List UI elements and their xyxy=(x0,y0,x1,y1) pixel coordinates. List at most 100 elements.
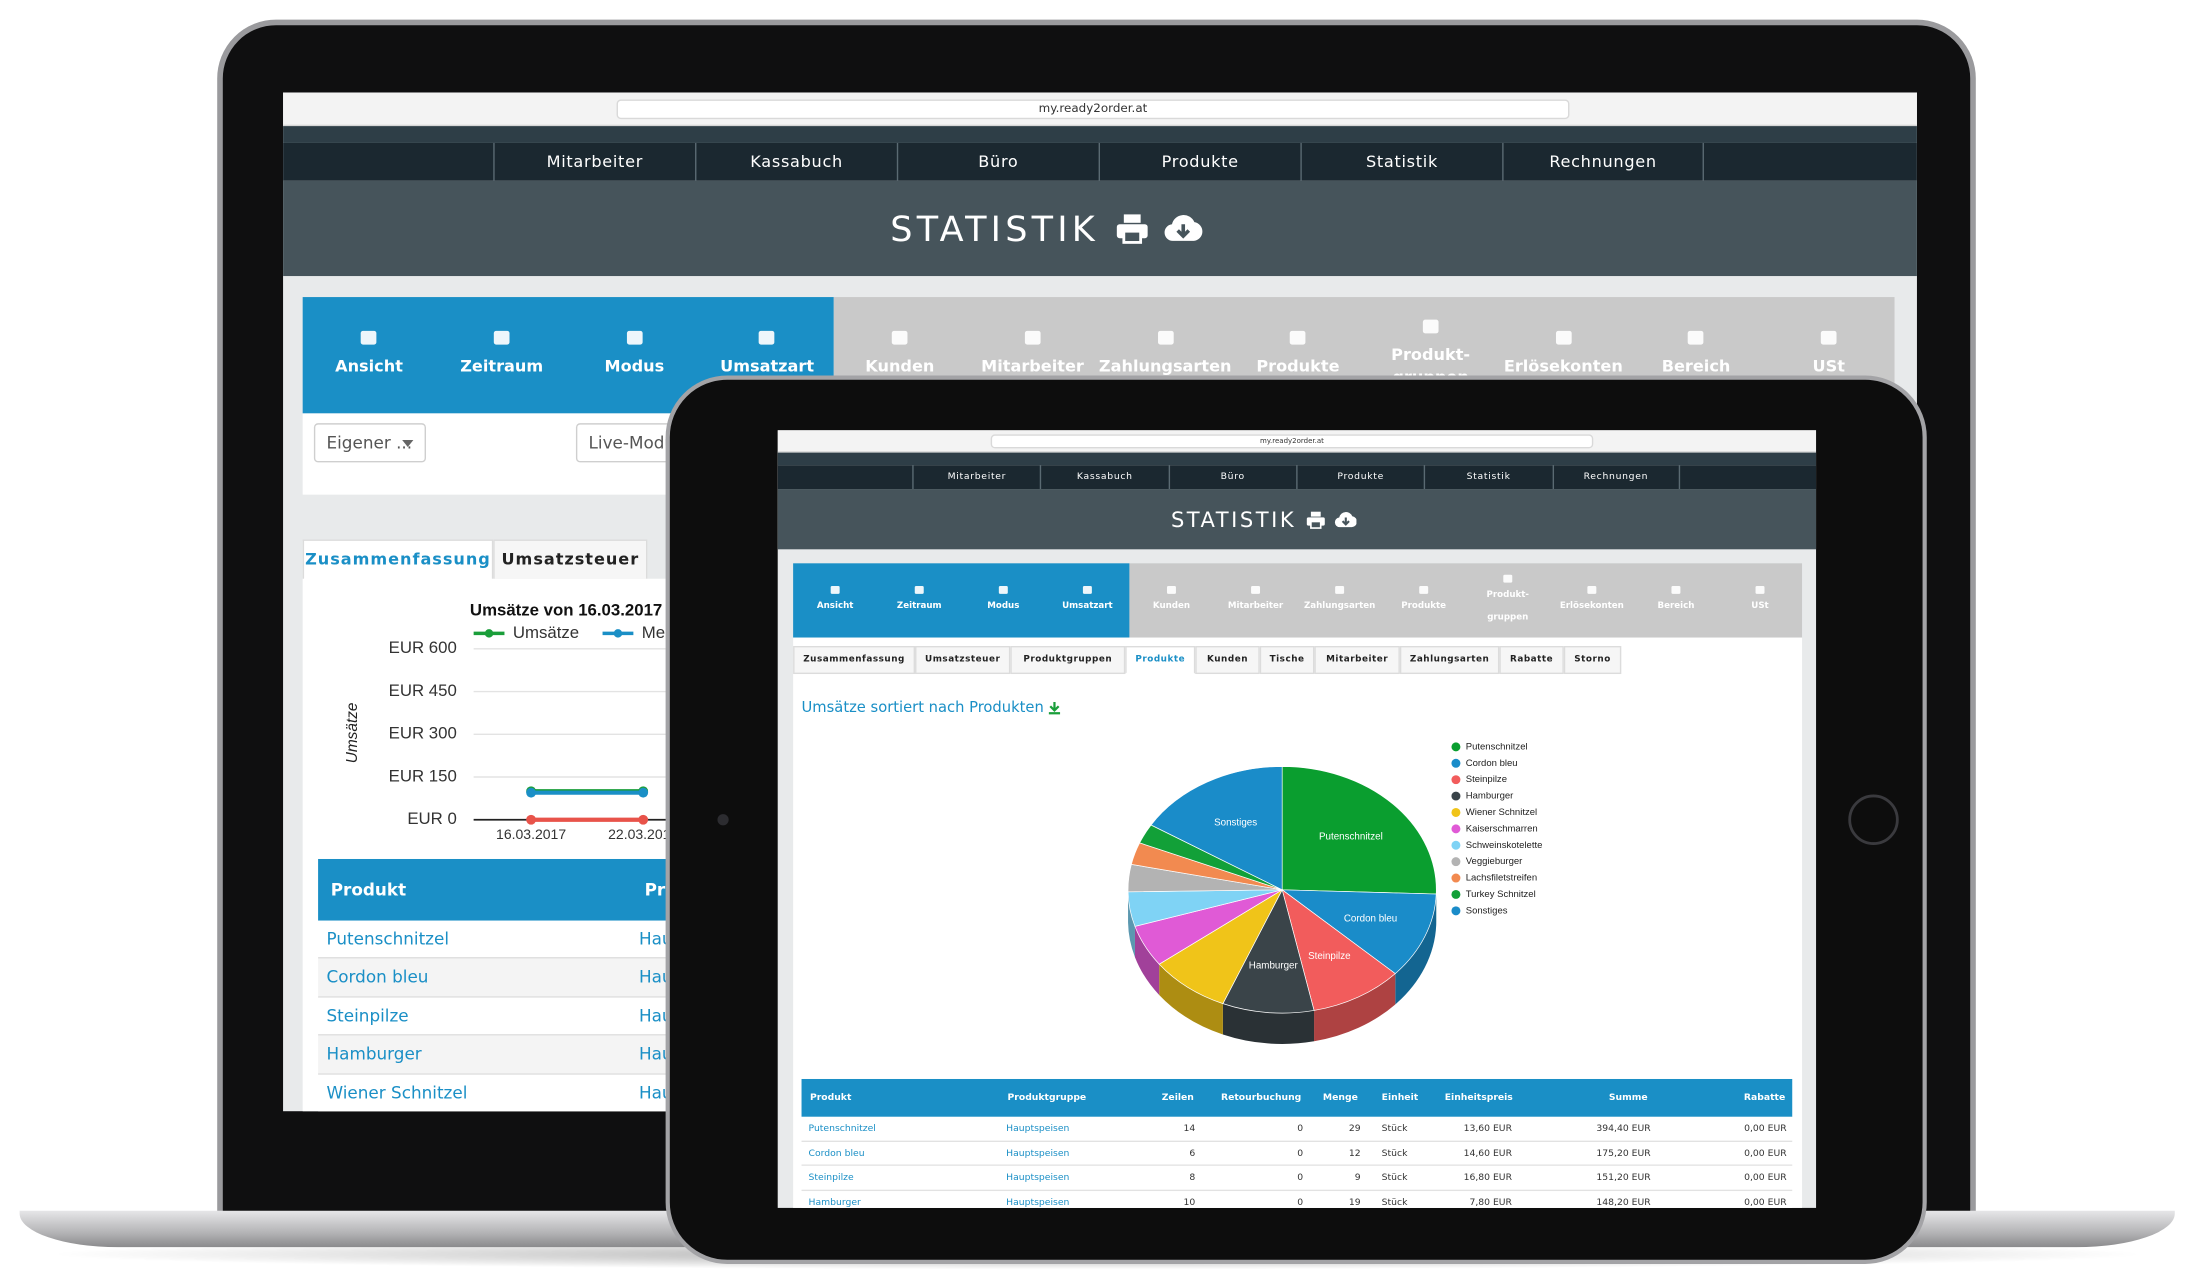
tab[interactable]: Produkte xyxy=(1125,645,1196,675)
table-cell-link[interactable]: Steinpilze xyxy=(326,1005,409,1026)
download-icon xyxy=(1334,511,1357,527)
tab[interactable]: Rabatte xyxy=(1499,645,1564,675)
toolbar-item[interactable]: Kunden xyxy=(865,355,935,376)
toolbar-item[interactable]: Mitarbeiter xyxy=(981,355,1084,376)
table-cell-link[interactable]: Hamburger xyxy=(808,1195,861,1208)
nav-item[interactable]: Mitarbeiter xyxy=(912,465,1040,490)
tablet-camera xyxy=(717,814,729,826)
toolbar-item[interactable]: Zeitraum xyxy=(460,355,544,376)
nav-item[interactable]: Rechnungen xyxy=(1502,142,1704,181)
table-cell: 9 xyxy=(1354,1171,1361,1183)
table-cell: 0 xyxy=(1297,1171,1304,1183)
toolbar-icon-glyph xyxy=(1503,574,1513,583)
x-tick-label: 22.03.2017 xyxy=(608,826,678,842)
toolbar-item[interactable]: Zeitraum xyxy=(896,601,942,611)
table-header-cell: Produktgruppe xyxy=(1007,1091,1087,1103)
tab[interactable]: Mitarbeiter xyxy=(1314,645,1400,675)
page-header xyxy=(283,180,1917,277)
toolbar-item[interactable]: Mitarbeiter xyxy=(1227,601,1284,611)
table-header-cell: Einheit xyxy=(1381,1091,1419,1103)
legend-swatch xyxy=(1451,791,1461,801)
toolbar-item[interactable]: Bereich xyxy=(1661,355,1731,376)
toolbar-icon xyxy=(1820,330,1837,345)
nav-item[interactable]: Büro xyxy=(1168,465,1296,490)
toolbar-icon-glyph xyxy=(1024,330,1041,345)
nav-item[interactable]: Produkte xyxy=(1296,465,1424,490)
table-cell-link[interactable]: Steinpilze xyxy=(808,1171,854,1183)
table-cell-link[interactable]: Putenschnitzel xyxy=(326,929,450,949)
pie-side xyxy=(1134,926,1160,995)
toolbar-item[interactable]: Erlösekonten xyxy=(1503,355,1623,376)
legend-label: Steinpilze xyxy=(1466,774,1507,785)
toolbar-item[interactable]: Zahlungsarten xyxy=(1303,601,1376,611)
toolbar-item[interactable]: Kunden xyxy=(1152,601,1191,611)
nav-item[interactable]: Kassabuch xyxy=(1040,465,1168,490)
table-cell-link[interactable]: Hauptspeisen xyxy=(1006,1171,1070,1183)
table-cell: Stück xyxy=(1381,1122,1408,1134)
table-cell-link[interactable]: Hamburger xyxy=(326,1044,422,1064)
nav-item[interactable]: Mitarbeiter xyxy=(493,142,695,181)
toolbar-item[interactable]: Produkte xyxy=(1256,355,1340,376)
toolbar-item[interactable]: USt xyxy=(1751,601,1769,611)
page-title-row: STATISTIK xyxy=(626,181,1467,276)
nav-item[interactable]: Produkte xyxy=(1098,142,1301,181)
legend-label: Wiener Schnitzel xyxy=(1466,807,1537,818)
nav-item[interactable]: Kassabuch xyxy=(695,142,897,181)
nav-item[interactable]: Statistik xyxy=(1300,142,1502,181)
print-icon-paper xyxy=(1310,511,1321,516)
tab[interactable]: Zusammenfassung xyxy=(793,645,916,675)
toolbar-item[interactable]: Ansicht xyxy=(816,601,854,611)
series-point xyxy=(638,814,649,825)
nav-item[interactable]: Büro xyxy=(896,142,1099,181)
toolbar-item[interactable]: Zahlungsarten xyxy=(1098,355,1232,376)
toolbar-icon-glyph xyxy=(1157,330,1174,345)
toolbar-icon xyxy=(914,586,924,594)
section-title: Umsätze sortiert nach Produkten xyxy=(802,696,1061,718)
table-cell-link[interactable]: Wiener Schnitzel xyxy=(326,1082,468,1103)
toolbar-item[interactable]: Umsatzart xyxy=(720,355,815,376)
legend-marker xyxy=(613,629,623,638)
table-cell-link[interactable]: Hauptspeisen xyxy=(1006,1195,1070,1208)
y-tick-label: EUR 300 xyxy=(389,724,457,743)
table-cell-link[interactable]: Cordon bleu xyxy=(808,1146,865,1159)
toolbar-icon xyxy=(1024,330,1041,345)
tab[interactable]: Umsatzsteuer xyxy=(915,645,1011,675)
nav-item[interactable]: Rechnungen xyxy=(1551,465,1680,490)
toolbar-item[interactable]: Umsatzart xyxy=(1062,601,1113,611)
tab[interactable]: Produktgruppen xyxy=(1010,645,1126,675)
select-caret xyxy=(402,440,414,448)
toolbar-item[interactable]: USt xyxy=(1812,355,1845,376)
toolbar-item[interactable]: Ansicht xyxy=(335,355,403,376)
legend-label: Turkey Schnitzel xyxy=(1466,889,1536,900)
pie-slice xyxy=(1281,889,1437,975)
table-cell-link[interactable]: Cordon bleu xyxy=(326,967,429,988)
toolbar-item[interactable]: Modus xyxy=(604,355,665,376)
toolbar-icon xyxy=(759,330,775,345)
page-title: STATISTIK xyxy=(890,208,1099,249)
table-cell: 14,60 EUR xyxy=(1463,1146,1512,1159)
table-cell-link[interactable]: Hauptspeisen xyxy=(1006,1122,1070,1134)
tab[interactable]: Umsatzsteuer xyxy=(493,539,648,581)
pie-side xyxy=(1314,973,1396,1042)
filter-select[interactable]: Eigener ... xyxy=(313,423,426,463)
tab[interactable]: Storno xyxy=(1563,645,1622,675)
print-icon xyxy=(1306,511,1325,529)
table-header-cell: Zeilen xyxy=(1161,1091,1194,1103)
toolbar-item[interactable]: Bereich xyxy=(1657,601,1695,611)
nav-item[interactable]: Statistik xyxy=(1423,465,1552,490)
toolbar-icon xyxy=(1755,586,1765,594)
table-cell-link[interactable]: Hauptspeisen xyxy=(1006,1146,1070,1159)
table-cell-link[interactable]: Putenschnitzel xyxy=(808,1122,876,1134)
tab[interactable]: Kunden xyxy=(1195,645,1260,675)
table-cell: 8 xyxy=(1189,1171,1196,1183)
tab[interactable]: Tische xyxy=(1259,645,1315,675)
toolbar-icon xyxy=(1251,586,1261,594)
tab[interactable]: Zahlungsarten xyxy=(1399,645,1500,675)
toolbar-item[interactable]: Produkte xyxy=(1401,601,1447,611)
toolbar-icon-glyph xyxy=(1671,586,1681,594)
toolbar-icon-glyph xyxy=(759,330,775,345)
toolbar-item[interactable]: Produkt- gruppen xyxy=(1486,589,1530,623)
toolbar-item[interactable]: Modus xyxy=(987,601,1020,611)
toolbar-icon xyxy=(830,586,840,594)
toolbar-item[interactable]: Erlösekonten xyxy=(1559,601,1624,611)
